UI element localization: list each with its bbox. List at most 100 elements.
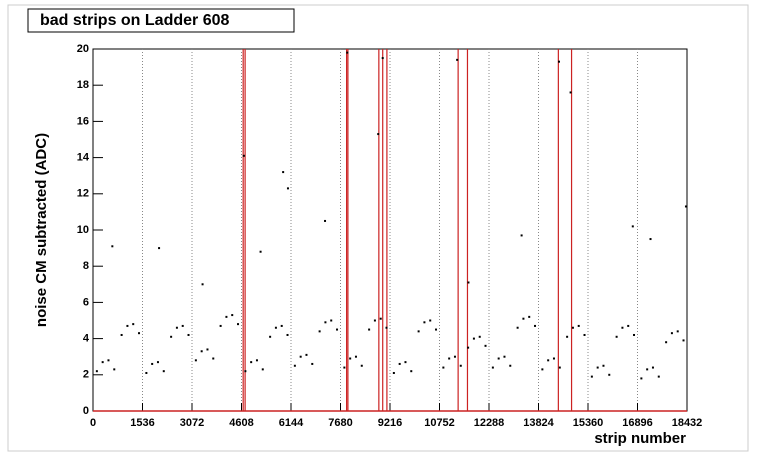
chart-title: bad strips on Ladder 608: [40, 12, 229, 29]
point: [398, 362, 401, 365]
x-tick-label: 3072: [180, 417, 204, 429]
point: [520, 234, 523, 237]
point: [528, 315, 531, 318]
point: [385, 326, 388, 329]
point: [456, 58, 459, 61]
point: [187, 333, 190, 336]
point: [120, 333, 123, 336]
point: [651, 366, 654, 369]
point: [336, 328, 339, 331]
point: [181, 324, 184, 327]
point: [646, 368, 649, 371]
point: [286, 187, 289, 190]
point: [255, 359, 258, 362]
point: [170, 335, 173, 338]
point: [212, 357, 215, 360]
point: [324, 219, 327, 222]
point: [282, 171, 285, 174]
x-axis-label: strip number: [594, 430, 686, 447]
point: [379, 317, 382, 320]
point: [649, 238, 652, 241]
y-tick-label: 4: [83, 333, 90, 345]
point: [516, 326, 519, 329]
point: [676, 330, 679, 333]
point: [107, 359, 110, 362]
point: [484, 344, 487, 347]
point: [346, 51, 349, 54]
point: [286, 333, 289, 336]
point: [491, 366, 494, 369]
y-tick-label: 12: [77, 188, 89, 200]
x-tick-label: 4608: [229, 417, 253, 429]
y-tick-label: 16: [77, 115, 89, 127]
point: [684, 205, 687, 208]
x-tick-label: 9216: [378, 417, 402, 429]
point: [621, 326, 624, 329]
point: [640, 377, 643, 380]
point: [633, 333, 636, 336]
point: [175, 326, 178, 329]
point: [259, 250, 262, 253]
point: [583, 333, 586, 336]
title-box: [27, 8, 295, 33]
point: [467, 346, 470, 349]
point: [360, 364, 363, 367]
point: [534, 324, 537, 327]
point: [404, 361, 407, 364]
point: [138, 332, 141, 335]
point: [305, 353, 308, 356]
point: [509, 364, 512, 367]
point: [571, 326, 574, 329]
point: [311, 362, 314, 365]
point: [242, 154, 245, 157]
x-tick-label: 7680: [328, 417, 352, 429]
point: [615, 335, 618, 338]
point: [373, 319, 376, 322]
point: [162, 370, 165, 373]
point: [113, 368, 116, 371]
point: [557, 60, 560, 63]
point: [237, 323, 240, 326]
point: [231, 314, 234, 317]
point: [261, 368, 264, 371]
point: [657, 375, 660, 378]
point: [558, 366, 561, 369]
point: [608, 373, 611, 376]
point: [368, 328, 371, 331]
y-tick-label: 20: [77, 43, 89, 55]
point: [478, 335, 481, 338]
y-tick-label: 0: [83, 405, 89, 417]
point: [547, 359, 550, 362]
point: [423, 321, 426, 324]
x-tick-label: 0: [90, 417, 96, 429]
point: [552, 357, 555, 360]
point: [101, 361, 104, 364]
y-tick-label: 10: [77, 224, 89, 236]
point: [381, 57, 384, 60]
point: [472, 337, 475, 340]
x-tick-label: 16896: [622, 417, 653, 429]
point: [541, 368, 544, 371]
point: [324, 321, 327, 324]
point: [410, 370, 413, 373]
y-tick-label: 18: [77, 79, 89, 91]
point: [467, 281, 470, 284]
point: [201, 283, 204, 286]
point: [590, 375, 593, 378]
y-tick-label: 8: [83, 260, 89, 272]
x-tick-label: 12288: [474, 417, 505, 429]
x-tick-label: 6144: [279, 417, 304, 429]
point: [627, 324, 630, 327]
point: [459, 364, 462, 367]
point: [158, 247, 161, 250]
point: [206, 348, 209, 351]
point: [442, 366, 445, 369]
point: [299, 355, 302, 358]
point: [280, 324, 283, 327]
point: [631, 225, 634, 228]
point: [349, 357, 352, 360]
point: [670, 332, 673, 335]
point: [343, 366, 346, 369]
point: [111, 245, 114, 248]
